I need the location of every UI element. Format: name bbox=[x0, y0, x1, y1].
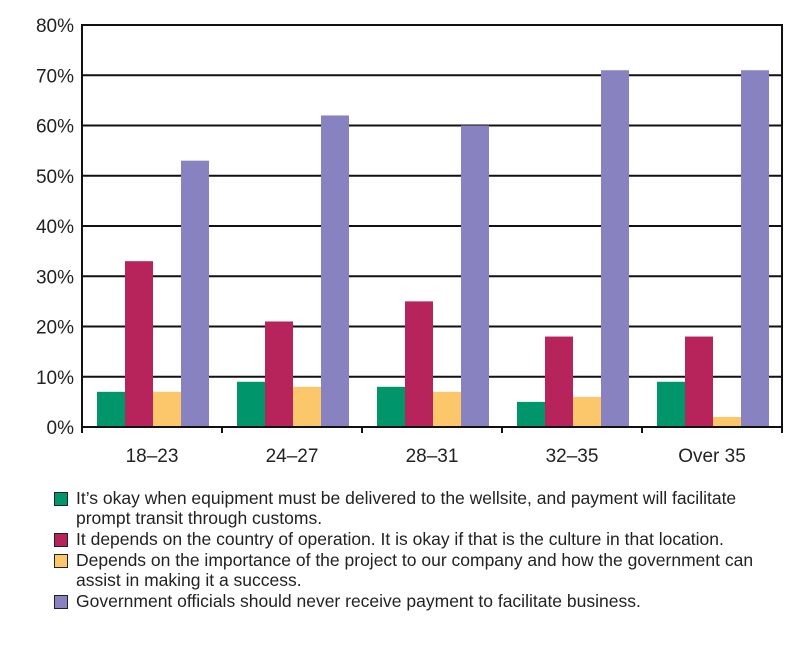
bar-0 bbox=[237, 381, 265, 427]
bar-2 bbox=[433, 391, 461, 427]
bar-1 bbox=[265, 321, 293, 427]
bar-0 bbox=[657, 381, 685, 427]
legend-item: It’s okay when equipment must be deliver… bbox=[54, 488, 794, 528]
bar-0 bbox=[97, 391, 125, 427]
bar-3 bbox=[181, 160, 209, 428]
bar-3 bbox=[461, 125, 489, 427]
bar-1 bbox=[125, 261, 153, 427]
bar-2 bbox=[293, 386, 321, 427]
x-tick-label: 18–23 bbox=[126, 446, 179, 467]
bar-1 bbox=[545, 336, 573, 427]
x-tick-label: 24–27 bbox=[266, 446, 319, 467]
legend-label: It depends on the country of operation. … bbox=[76, 529, 724, 549]
y-tick-label: 70% bbox=[36, 66, 74, 87]
legend-swatch-3 bbox=[54, 595, 68, 609]
y-tick-label: 60% bbox=[36, 117, 74, 138]
bar-0 bbox=[517, 401, 545, 427]
y-tick-label: 50% bbox=[36, 167, 74, 188]
y-tick-label: 0% bbox=[47, 418, 75, 439]
bar-2 bbox=[573, 396, 601, 427]
y-tick-label: 30% bbox=[36, 267, 74, 288]
bar-3 bbox=[741, 70, 769, 427]
bar-1 bbox=[405, 301, 433, 427]
legend-item: Government officials should never receiv… bbox=[54, 591, 794, 611]
x-tick-label: 28–31 bbox=[406, 446, 459, 467]
legend: It’s okay when equipment must be deliver… bbox=[54, 488, 794, 612]
legend-label: Government officials should never receiv… bbox=[76, 591, 641, 611]
x-tick-label: 32–35 bbox=[546, 446, 599, 467]
bar-3 bbox=[601, 70, 629, 427]
legend-label: Depends on the importance of the project… bbox=[76, 550, 754, 590]
y-tick-label: 40% bbox=[36, 217, 74, 238]
legend-swatch-2 bbox=[54, 554, 68, 568]
y-tick-label: 80% bbox=[36, 16, 74, 37]
bar-0 bbox=[377, 386, 405, 427]
bar-1 bbox=[685, 336, 713, 427]
bar-2 bbox=[153, 391, 181, 427]
legend-label: It’s okay when equipment must be deliver… bbox=[76, 488, 737, 528]
legend-swatch-0 bbox=[54, 492, 68, 506]
legend-item: Depends on the importance of the project… bbox=[54, 550, 794, 590]
y-tick-label: 20% bbox=[36, 318, 74, 339]
x-tick-label: Over 35 bbox=[678, 446, 746, 467]
legend-item: It depends on the country of operation. … bbox=[54, 529, 794, 549]
bar-chart: 0% 10% 20% 30% 40% 50% 60% 70% 80% 18–23 24–27 28–3… bbox=[36, 16, 783, 467]
legend-swatch-1 bbox=[54, 533, 68, 547]
bar-3 bbox=[321, 115, 349, 427]
bar-2 bbox=[713, 416, 741, 427]
y-tick-label: 10% bbox=[36, 368, 74, 389]
